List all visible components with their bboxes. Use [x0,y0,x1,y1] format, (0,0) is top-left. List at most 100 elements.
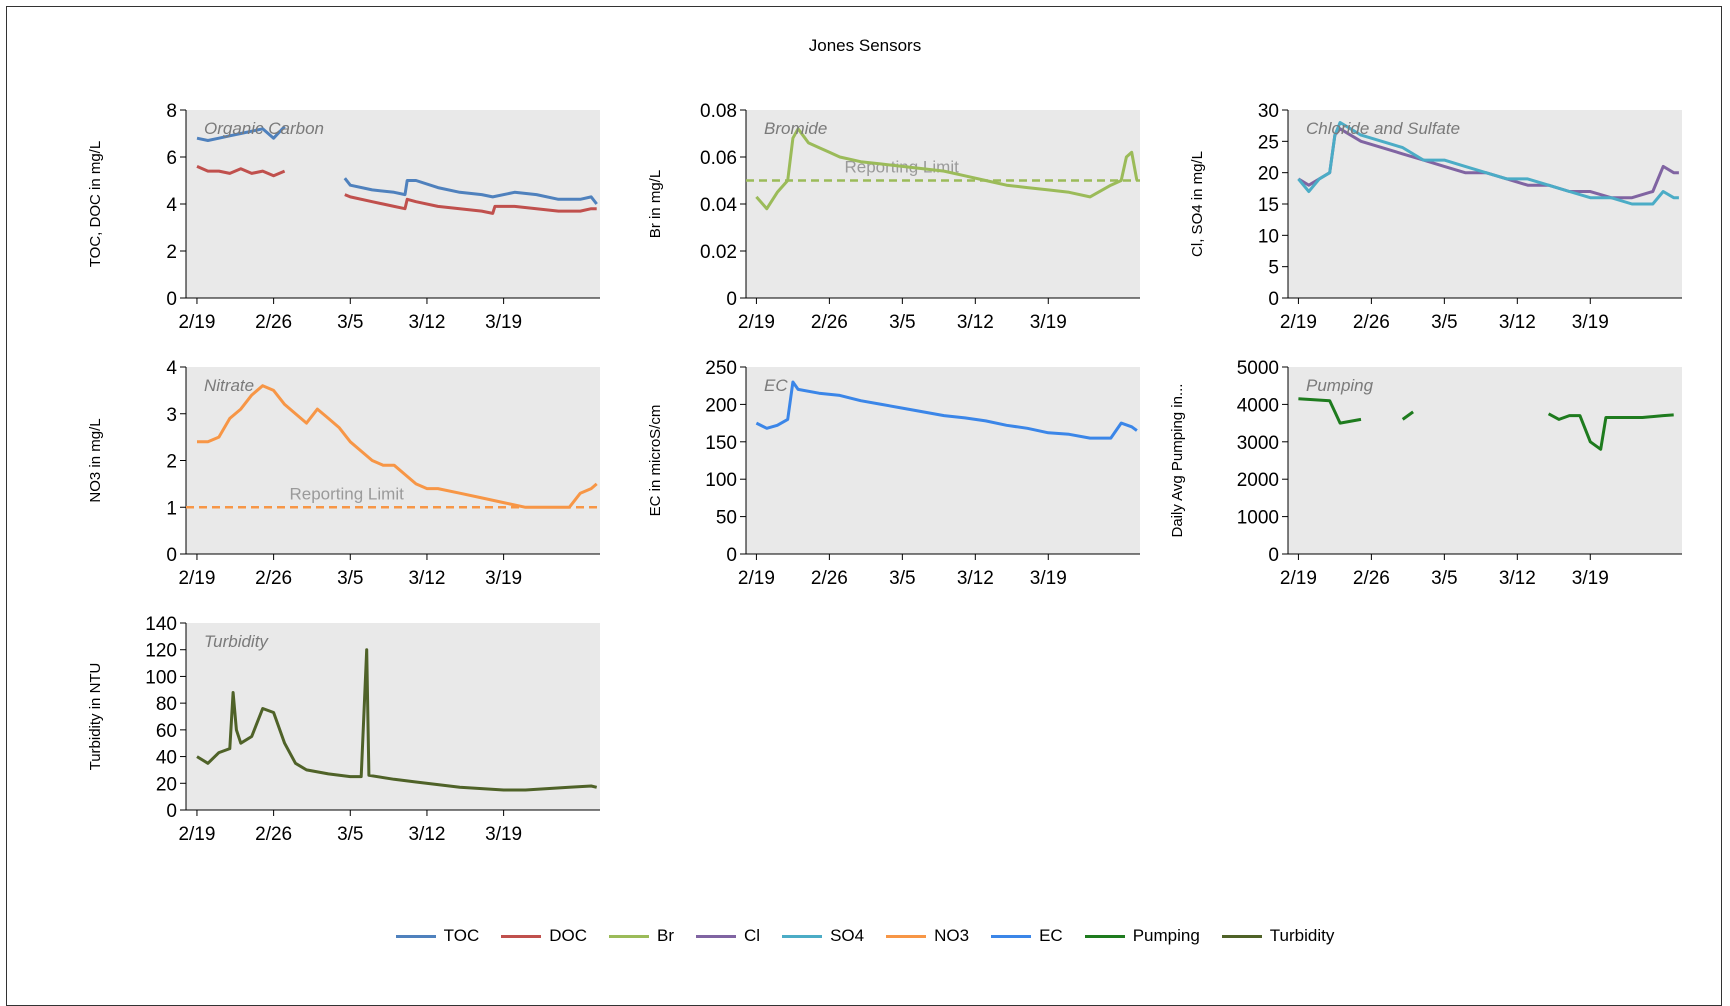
y-tick-label: 25 [1258,132,1279,153]
y-tick-label: 4000 [1237,395,1279,416]
legend-swatch [501,934,542,938]
reporting-limit-label: Reporting Limit [290,484,405,503]
legend-swatch [782,934,823,938]
y-tick-label: 4 [166,195,177,216]
x-tick-label: 3/19 [1572,312,1609,333]
x-tick-label: 3/5 [1431,312,1457,333]
x-tick-label: 2/19 [738,568,775,589]
panel-label: Organic Carbon [204,119,324,138]
x-tick-label: 2/26 [811,312,848,333]
y-axis-label: TOC, DOC in mg/L [87,141,104,267]
legend-item-pumping: Pumping [1084,926,1200,946]
y-tick-label: 0.04 [700,195,737,216]
plot-area [186,367,600,554]
y-tick-label: 15 [1258,195,1279,216]
series-line-pumping [1401,410,1414,421]
y-tick-label: 2 [166,452,177,473]
y-tick-label: 6 [166,148,177,169]
plot-area [186,110,600,298]
legend-swatch [991,934,1032,938]
series-line-pumping [1547,412,1674,451]
y-tick-label: 0 [166,801,177,822]
legend-item-doc: DOC [501,926,587,946]
y-tick-label: 10 [1258,226,1279,247]
series-line-pumping [1298,397,1362,425]
y-tick-label: 200 [705,395,737,416]
x-tick-label: 3/5 [889,312,915,333]
series-line-br [755,127,1139,211]
y-tick-label: 140 [145,614,177,635]
x-tick-label: 3/5 [337,312,363,333]
x-tick-label: 2/26 [811,568,848,589]
y-tick-label: 100 [145,667,177,688]
y-tick-label: 3 [166,405,177,426]
legend-label: DOC [549,926,587,945]
legend-label: Cl [744,926,761,945]
x-tick-label: 3/12 [1499,568,1536,589]
legend-label: TOC [443,926,480,945]
panel-label: EC [764,376,788,395]
chart-panel-ec: 0 50 100 150 200 250 2/19 2/26 3/5 3/12 3/19 EC in … [647,358,1140,589]
chart-panel-toc: 0 2 4 6 8 2/19 2/26 3/5 3/12 3/19 TOC, DOC in mg/L… [87,101,600,333]
series-line-turbidity [196,648,598,792]
y-tick-label: 150 [705,433,737,454]
panel-label: Pumping [1306,376,1374,395]
y-tick-label: 40 [156,748,177,769]
y-tick-label: 3000 [1237,433,1279,454]
y-tick-label: 0 [166,289,177,310]
legend-item-cl: Cl [696,926,760,946]
x-tick-label: 2/26 [1353,312,1390,333]
series-line-toc [343,177,598,205]
panel-label: Nitrate [204,376,254,395]
y-tick-label: 0 [1268,545,1279,566]
y-tick-label: 250 [705,358,737,379]
y-tick-label: 0.06 [700,148,737,169]
x-tick-label: 2/19 [178,824,215,845]
legend-swatch [1221,934,1262,938]
x-tick-label: 3/19 [485,568,522,589]
panel-label: Bromide [764,119,827,138]
y-tick-label: 5 [1268,258,1279,279]
legend-item-toc: TOC [395,926,480,946]
x-tick-label: 3/12 [408,568,445,589]
x-tick-label: 2/26 [255,568,292,589]
legend-item-ec: EC [991,926,1063,946]
x-tick-label: 3/12 [408,312,445,333]
series-line-toc [196,125,286,142]
plot-area [1288,110,1682,298]
x-tick-label: 3/5 [889,568,915,589]
panel-label: Chloride and Sulfate [1306,119,1460,138]
x-tick-label: 2/19 [1280,568,1317,589]
legend-swatch [609,934,649,938]
legend-label: SO4 [830,926,865,945]
y-axis-label: Cl, SO4 in mg/L [1189,151,1206,257]
y-tick-label: 2 [166,242,177,263]
chart-panel-no3: 0 1 2 3 4 2/19 2/26 3/5 3/12 3/19 NO3 in mg/L Repor… [87,358,600,589]
panel-label: Turbidity [204,632,269,651]
plot-area [186,623,600,810]
page-title: Jones Sensors [808,36,922,55]
legend-label: NO3 [934,926,970,945]
y-tick-label: 100 [705,470,737,491]
y-tick-label: 20 [1258,164,1279,185]
y-tick-label: 0 [166,545,177,566]
x-tick-label: 3/19 [485,824,522,845]
y-tick-label: 0.08 [700,101,737,122]
legend-label: Br [657,926,674,945]
legend-label: EC [1039,926,1063,945]
x-tick-label: 2/19 [738,312,775,333]
legend-swatch [395,934,436,938]
y-axis-label: EC in microS/cm [647,405,664,517]
legend-swatch [1084,934,1125,938]
plot-area [1288,367,1682,554]
x-tick-label: 2/19 [178,568,215,589]
x-tick-label: 2/26 [1353,568,1390,589]
x-tick-label: 3/19 [1030,568,1067,589]
y-tick-label: 5000 [1237,358,1279,379]
x-tick-label: 3/5 [337,568,363,589]
x-tick-label: 2/26 [255,312,292,333]
y-tick-label: 80 [156,694,177,715]
y-axis-label: Turbidity in NTU [87,663,104,771]
legend-item-no3: NO3 [886,926,969,946]
x-tick-label: 3/12 [408,824,445,845]
